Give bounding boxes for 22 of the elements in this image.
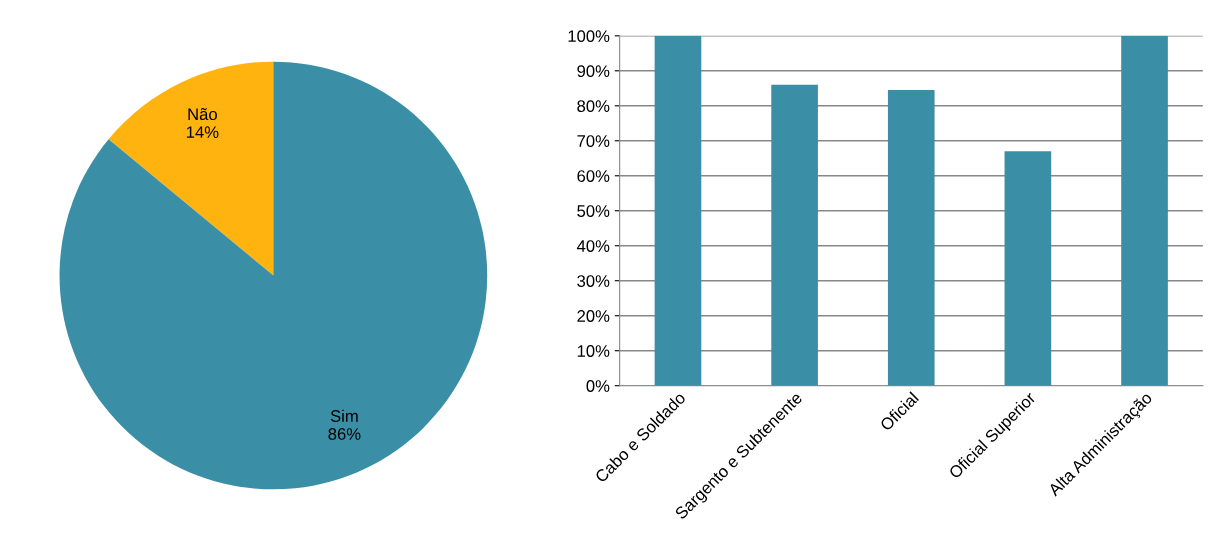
y-tick-label: 20% <box>577 310 610 322</box>
bar <box>887 90 935 386</box>
slice-label: Sim <box>330 409 358 422</box>
y-tick-label: 60% <box>577 170 610 182</box>
pie-slice <box>108 61 274 276</box>
pie-slice <box>59 61 488 490</box>
slice-label: Não <box>188 107 217 121</box>
data-label: 14% <box>186 126 219 138</box>
bar <box>1121 35 1168 386</box>
y-tick-label: 100% <box>568 30 610 43</box>
y-tick-label: 30% <box>577 275 610 287</box>
data-label: 86% <box>328 428 361 440</box>
y-tick-label: 0% <box>586 380 610 392</box>
y-tick-label: 10% <box>577 345 610 357</box>
y-tick-label: 50% <box>577 205 610 217</box>
bar <box>654 35 702 386</box>
y-tick-label: 40% <box>576 240 610 252</box>
bar <box>1004 151 1052 386</box>
bar <box>771 84 818 386</box>
y-tick-label: 80% <box>577 100 610 112</box>
y-tick-label: 90% <box>577 65 610 78</box>
y-tick-label: 70% <box>577 135 610 147</box>
